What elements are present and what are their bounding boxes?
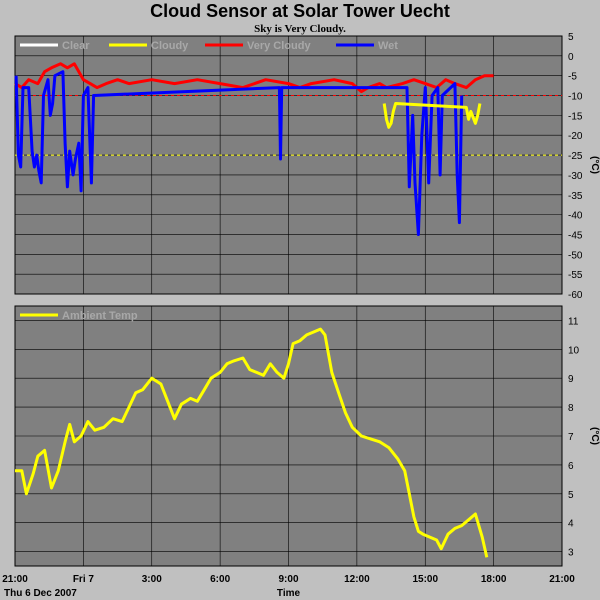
- x-tick-label: Fri 7: [73, 574, 95, 585]
- page-subtitle: Sky is Very Cloudy.: [254, 23, 346, 35]
- legend-label: Ambient Temp: [62, 310, 138, 322]
- y-tick-label: -55: [568, 270, 583, 281]
- x-tick-label: 15:00: [412, 574, 438, 585]
- x-start-date-label: Thu 6 Dec 2007: [4, 588, 77, 599]
- y-axis-label: (°C): [589, 156, 600, 174]
- y-tick-label: 6: [568, 461, 574, 472]
- y-tick-label: 4: [568, 519, 574, 530]
- y-tick-label: 7: [568, 432, 574, 443]
- y-tick-label: 5: [568, 490, 574, 501]
- series-line: [15, 327, 489, 558]
- y-tick-label: 11: [568, 316, 579, 327]
- y-tick-label: -45: [568, 230, 583, 241]
- x-tick-label: 9:00: [278, 574, 298, 585]
- y-tick-label: 10: [568, 345, 580, 356]
- page-title: Cloud Sensor at Solar Tower Uecht: [150, 1, 450, 21]
- legend-label: Wet: [378, 40, 398, 52]
- y-tick-label: -35: [568, 191, 583, 202]
- y-tick-label: 9: [568, 374, 574, 385]
- y-tick-label: -5: [568, 72, 577, 83]
- x-tick-label: 21:00: [2, 574, 28, 585]
- legend-label: Cloudy: [151, 40, 189, 52]
- legend-label: Clear: [62, 40, 90, 52]
- y-tick-label: -25: [568, 151, 583, 162]
- x-tick-label: 6:00: [210, 574, 230, 585]
- legend-label: Very Cloudy: [247, 40, 311, 52]
- y-tick-label: -40: [568, 211, 583, 222]
- x-tick-label: 12:00: [344, 574, 370, 585]
- y-tick-label: -60: [568, 290, 583, 301]
- y-tick-label: -15: [568, 111, 583, 122]
- y-tick-label: 5: [568, 32, 574, 43]
- x-tick-label: 18:00: [481, 574, 507, 585]
- x-tick-label: 21:00: [549, 574, 575, 585]
- y-tick-label: 3: [568, 548, 574, 559]
- x-tick-label: 3:00: [142, 574, 162, 585]
- series-line: [14, 62, 494, 94]
- y-tick-label: 0: [568, 52, 574, 63]
- y-tick-label: -30: [568, 171, 583, 182]
- series-line: [382, 102, 482, 129]
- y-tick-label: -10: [568, 92, 583, 103]
- y-tick-label: -20: [568, 131, 583, 142]
- y-tick-label: -50: [568, 250, 583, 261]
- x-axis-label: Time: [277, 588, 301, 599]
- series-line: [14, 70, 464, 236]
- y-tick-label: 8: [568, 403, 574, 414]
- y-axis-label: (°C): [589, 427, 600, 445]
